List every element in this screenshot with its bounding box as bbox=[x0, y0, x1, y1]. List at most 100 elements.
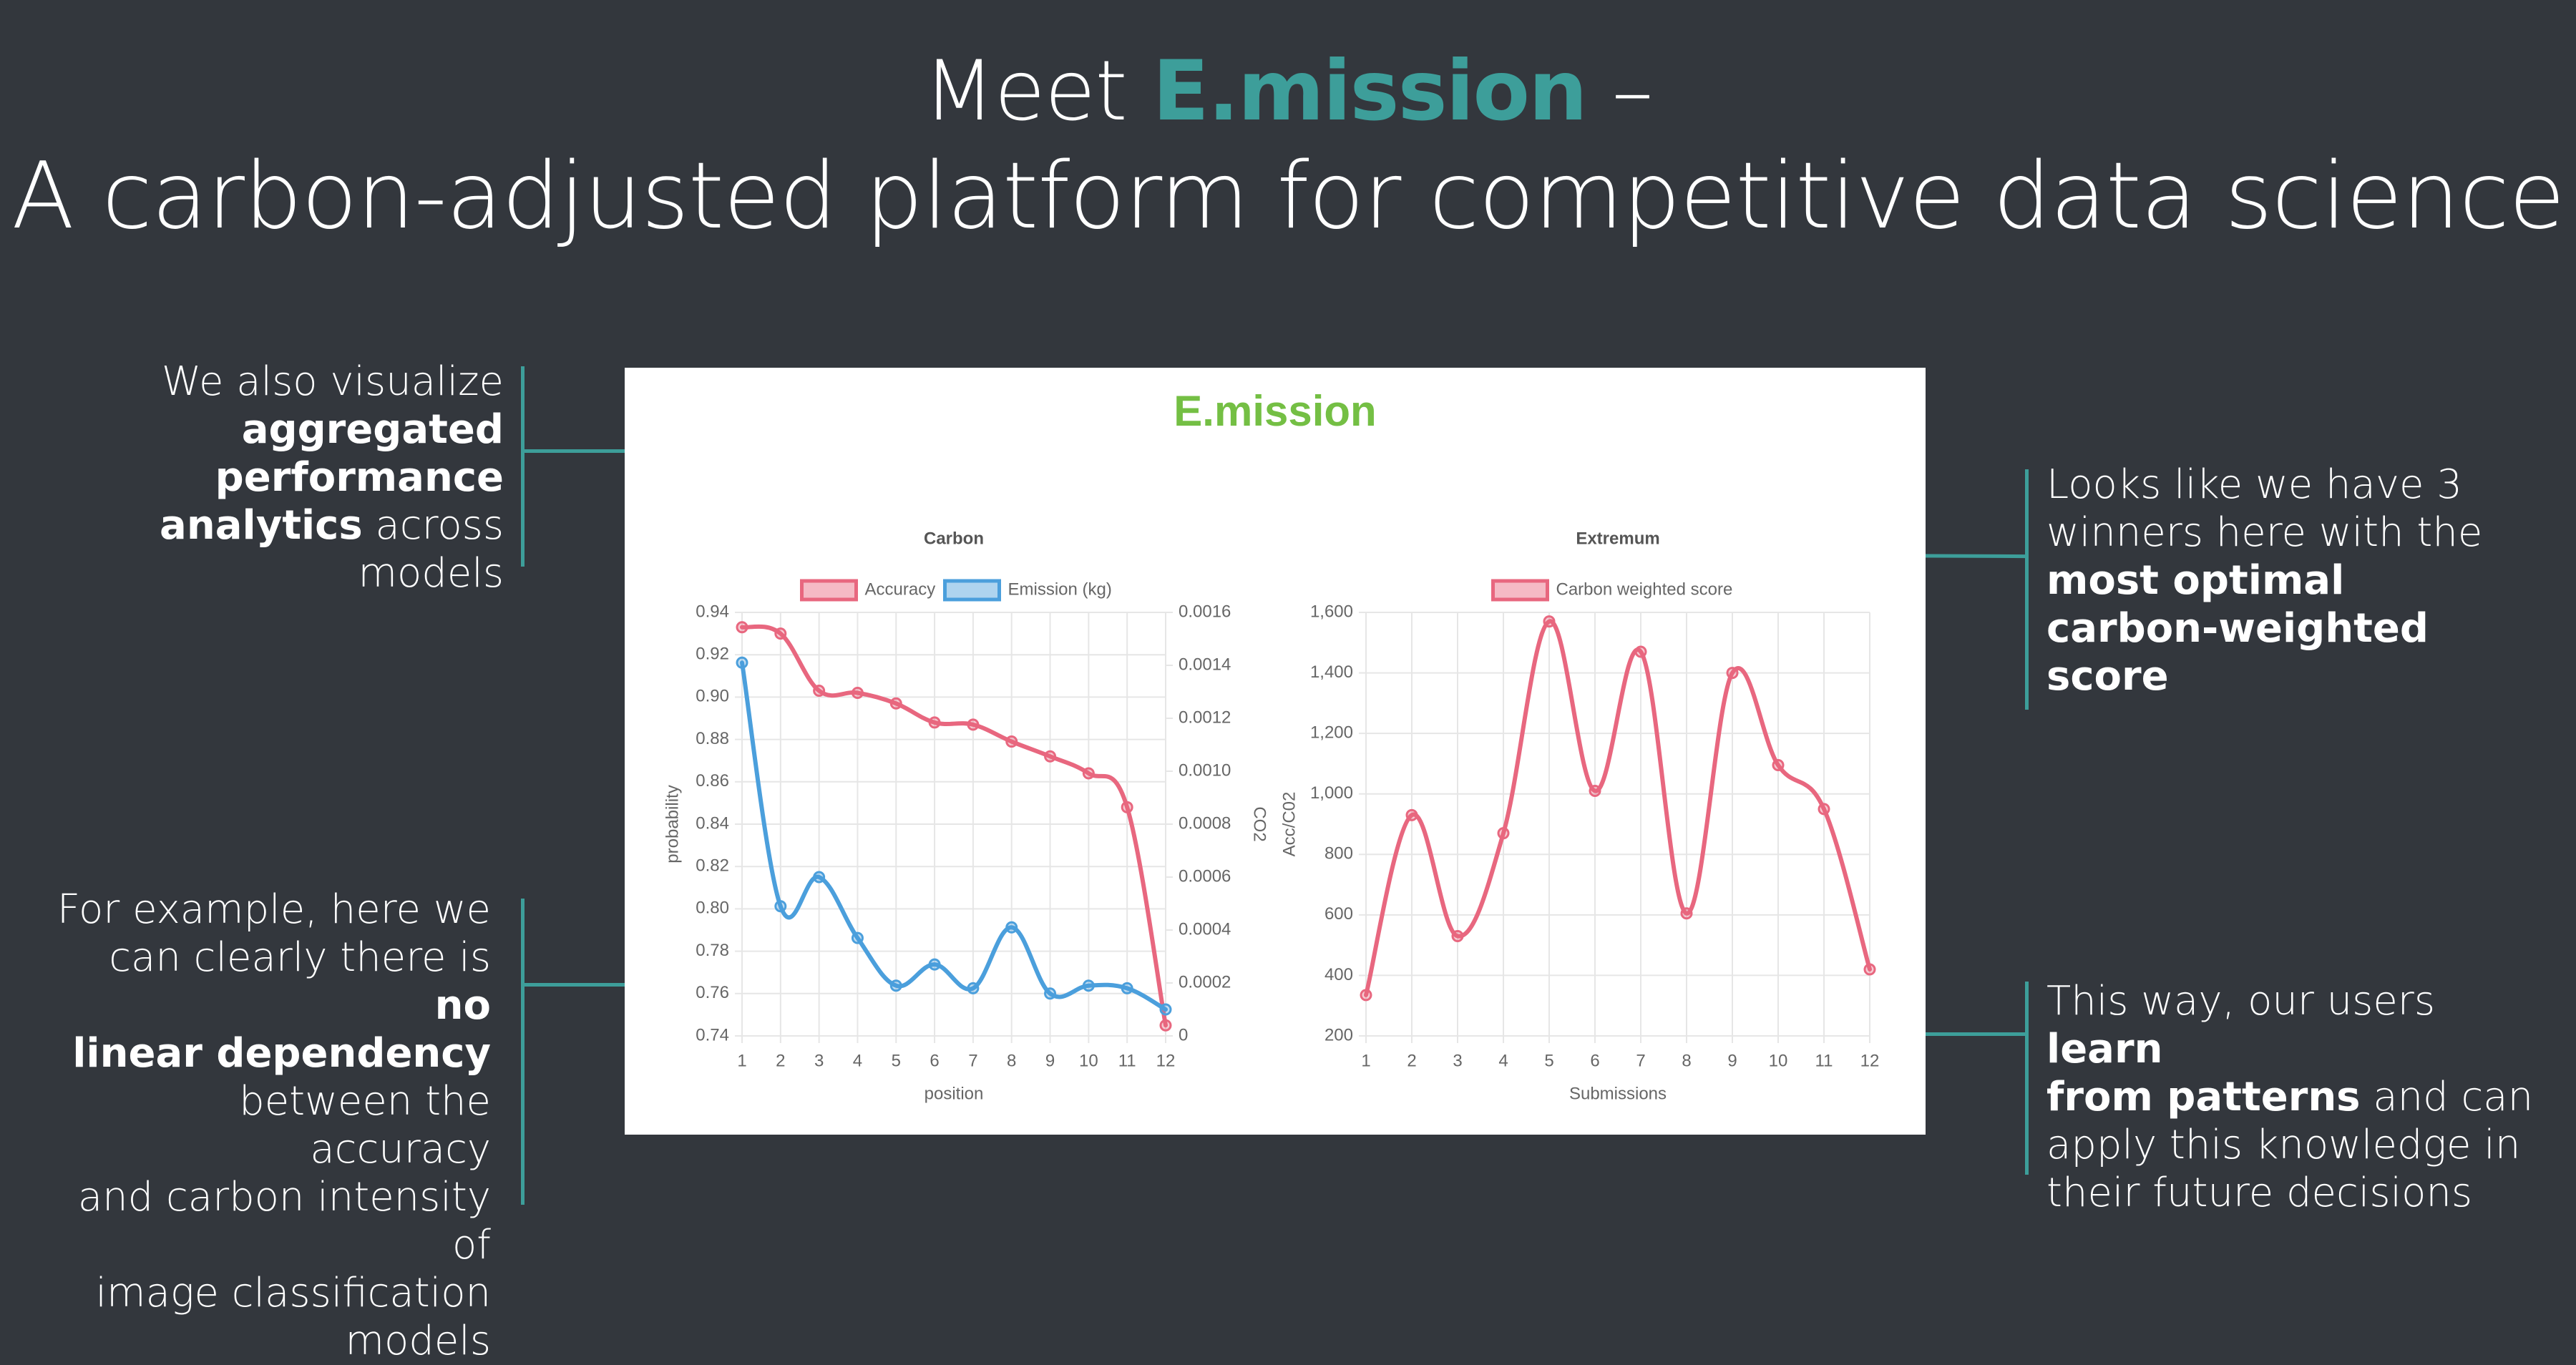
note-bottom-left-line: For example, here we bbox=[57, 886, 491, 933]
data-point bbox=[774, 627, 787, 640]
legend-label: Carbon weighted score bbox=[1556, 579, 1733, 599]
note-top-left-line: We also visualize bbox=[161, 358, 504, 405]
series-line bbox=[740, 624, 1168, 1028]
y2-tick-label: 0.0006 bbox=[1179, 866, 1231, 886]
y-tick-label: 1,000 bbox=[1310, 783, 1353, 803]
connector-bar-bottom-left bbox=[521, 899, 525, 1205]
y-tick-label: 0.74 bbox=[696, 1025, 729, 1044]
headline-line-2: A carbon-adjusted platform for competiti… bbox=[11, 143, 2565, 250]
y-tick-label: 0.76 bbox=[696, 983, 729, 1002]
data-point bbox=[1726, 667, 1739, 680]
note-top-left-line: across bbox=[362, 502, 504, 549]
y-tick-label: 1,600 bbox=[1310, 602, 1353, 621]
data-point bbox=[1863, 963, 1876, 976]
x-tick-label: 3 bbox=[814, 1051, 824, 1070]
x-tick-label: 3 bbox=[1453, 1051, 1462, 1070]
y-tick-label: 200 bbox=[1324, 1025, 1353, 1044]
chart-panel: E.mission Carbon Accuracy Emission (kg) 0.9… bbox=[625, 368, 1926, 1135]
data-point bbox=[851, 686, 864, 699]
note-bottom-left-line: and carbon intensity of bbox=[77, 1174, 491, 1268]
y2-tick-label: 0.0010 bbox=[1179, 760, 1231, 780]
y2-tick-label: 0.0014 bbox=[1179, 655, 1231, 674]
y-tick-label: 0.94 bbox=[696, 602, 729, 621]
y-axis-label: probability bbox=[663, 785, 682, 863]
legend-swatch bbox=[800, 579, 858, 602]
connector-line-bottom-left bbox=[521, 983, 661, 987]
x-axis-label: Submissions bbox=[1569, 1084, 1667, 1103]
data-point bbox=[1543, 615, 1556, 628]
data-point bbox=[1405, 808, 1418, 821]
connector-bar-bottom-right bbox=[2025, 982, 2029, 1175]
x-tick-label: 6 bbox=[930, 1051, 939, 1070]
data-point bbox=[1159, 1019, 1172, 1032]
y2-axis-label: CO2 bbox=[1250, 806, 1269, 841]
x-tick-label: 6 bbox=[1590, 1051, 1599, 1070]
data-point bbox=[1451, 929, 1464, 942]
chart-title: Extremum bbox=[1576, 529, 1659, 548]
note-bottom-right-line: This way, our users bbox=[2046, 978, 2435, 1024]
note-bottom-left-line: image classification bbox=[95, 1270, 491, 1316]
legend-swatch bbox=[1491, 579, 1549, 602]
data-point bbox=[1159, 1003, 1172, 1016]
x-tick-label: 2 bbox=[776, 1051, 785, 1070]
y-tick-label: 600 bbox=[1324, 904, 1353, 924]
panel-title: E.mission bbox=[1174, 387, 1377, 435]
charts-svg: Carbon Accuracy Emission (kg) 0.94 0.92 0.90 0… bbox=[663, 529, 1879, 1103]
note-bottom-left-line: between the accuracy bbox=[239, 1078, 491, 1173]
x-tick-label: 8 bbox=[1007, 1051, 1016, 1070]
data-point bbox=[1360, 989, 1372, 1002]
x-tick-label: 9 bbox=[1727, 1051, 1737, 1070]
y2-tick-label: 0.0016 bbox=[1179, 602, 1231, 621]
x-axis-label: position bbox=[924, 1084, 984, 1103]
y-tick-label: 1,400 bbox=[1310, 662, 1353, 682]
x-tick-label: 12 bbox=[1156, 1051, 1176, 1070]
note-bottom-left-line: models bbox=[345, 1318, 491, 1364]
connector-line-bottom-right bbox=[1892, 1032, 2026, 1036]
x-tick-label: 2 bbox=[1407, 1051, 1416, 1070]
y2-tick-label: 0.0002 bbox=[1179, 972, 1231, 992]
data-point bbox=[1818, 803, 1830, 816]
note-bottom-right: This way, our users learn from patterns … bbox=[2046, 977, 2562, 1217]
legend-label: Emission (kg) bbox=[1008, 579, 1112, 599]
y-tick-label: 0.88 bbox=[696, 729, 729, 748]
x-tick-label: 11 bbox=[1118, 1051, 1136, 1070]
y-tick-label: 0.90 bbox=[696, 687, 729, 706]
data-point bbox=[967, 718, 980, 731]
data-point bbox=[1680, 907, 1693, 920]
data-point bbox=[1082, 979, 1095, 992]
data-point bbox=[889, 697, 902, 710]
note-bottom-right-line: apply this knowledge in bbox=[2046, 1122, 2521, 1168]
data-point bbox=[813, 871, 826, 884]
note-top-left-line: models bbox=[358, 550, 504, 597]
headline-prefix: Meet bbox=[923, 43, 1153, 140]
headline-suffix: – bbox=[1586, 43, 1654, 140]
x-tick-label: 5 bbox=[892, 1051, 901, 1070]
y-tick-label: 0.86 bbox=[696, 771, 729, 791]
x-tick-label: 10 bbox=[1079, 1051, 1098, 1070]
note-top-right-line: winners here with the bbox=[2046, 509, 2483, 556]
y2-tick-label: 0.0008 bbox=[1179, 813, 1231, 833]
note-top-left-bold: analytics bbox=[160, 502, 363, 549]
note-top-right-bold: carbon-weighted score bbox=[2046, 605, 2429, 700]
note-top-left-bold: performance bbox=[215, 454, 504, 501]
y-tick-label: 0.84 bbox=[696, 813, 729, 833]
note-top-right-bold: most optimal bbox=[2046, 557, 2345, 604]
note-bottom-left-bold: linear dependency bbox=[72, 1030, 491, 1077]
note-bottom-right-line: their future decisions bbox=[2046, 1170, 2472, 1216]
data-point bbox=[1044, 987, 1057, 1000]
data-point bbox=[889, 979, 902, 992]
y-tick-label: 800 bbox=[1324, 844, 1353, 863]
data-point bbox=[1634, 645, 1647, 658]
data-point bbox=[1772, 759, 1785, 772]
y-axis-label: Acc/C02 bbox=[1279, 792, 1299, 857]
data-point bbox=[1005, 735, 1018, 748]
x-tick-label: 4 bbox=[853, 1051, 862, 1070]
x-tick-label: 1 bbox=[1361, 1051, 1370, 1070]
data-point bbox=[1121, 801, 1133, 813]
x-tick-label: 1 bbox=[737, 1051, 746, 1070]
headline-brand: E.mission bbox=[1152, 43, 1588, 140]
data-point bbox=[736, 656, 748, 669]
chart-title: Carbon bbox=[924, 529, 984, 548]
y-tick-label: 400 bbox=[1324, 965, 1353, 984]
x-tick-label: 5 bbox=[1544, 1051, 1553, 1070]
